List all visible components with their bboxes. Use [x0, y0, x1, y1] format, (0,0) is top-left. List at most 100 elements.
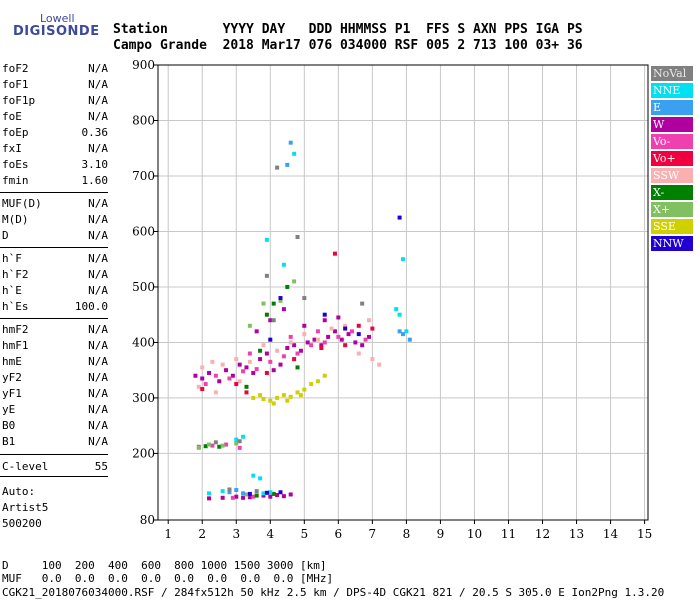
echo-point	[247, 351, 252, 356]
x-tick-label: 7	[369, 527, 377, 541]
echo-point	[377, 362, 382, 367]
param-value: N/A	[88, 197, 108, 210]
echo-point	[275, 395, 280, 400]
param-name: B0	[2, 419, 16, 432]
echo-point	[234, 441, 239, 446]
param-value: N/A	[88, 62, 108, 75]
echo-point	[397, 329, 402, 334]
header-line-2: Campo Grande 2018 Mar17 076 034000 RSF 0…	[113, 38, 583, 53]
echo-point	[247, 491, 252, 496]
param-name: foF1	[2, 78, 29, 91]
echo-point	[322, 340, 327, 345]
echo-point	[254, 489, 259, 494]
param-name: foF2	[2, 62, 29, 75]
echo-point	[261, 491, 266, 496]
echo-point	[207, 496, 212, 501]
echo-point	[227, 490, 232, 495]
plot-frame	[157, 64, 649, 521]
echo-point	[196, 384, 201, 389]
legend-item-ssw: SSW	[651, 168, 693, 183]
x-tick-label: 11	[501, 527, 516, 541]
param-name: h`Es	[2, 300, 29, 313]
param-name: hmF1	[2, 339, 29, 352]
param-divider	[0, 247, 108, 248]
legend-item-x: X+	[651, 202, 693, 217]
echo-point	[251, 494, 256, 499]
y-tick-label: 500	[132, 280, 155, 294]
x-tick-label: 8	[403, 527, 411, 541]
echo-point	[213, 440, 218, 445]
echo-point	[200, 376, 205, 381]
echo-point	[251, 473, 256, 478]
echo-point	[275, 493, 280, 498]
ionogram-chart: 1 2 3 4 5 6 7 8 9 10 11 12 13 14 158020030040050060070…	[132, 58, 652, 541]
echo-point	[336, 334, 341, 339]
param-row-hf: h`F N/A	[2, 252, 108, 267]
echo-point	[370, 357, 375, 362]
echo-point	[288, 340, 293, 345]
echo-point	[302, 332, 307, 337]
param-name: h`F2	[2, 268, 29, 281]
echo-point	[271, 368, 276, 373]
legend-item-sse: SSE	[651, 219, 693, 234]
echo-point	[254, 367, 259, 372]
x-tick-label: 15	[637, 527, 652, 541]
echo-point	[298, 393, 303, 398]
echo-point	[285, 345, 290, 350]
param-row-he: h`E N/A	[2, 284, 108, 299]
param-value: 55	[94, 460, 108, 473]
legend-item-x: X-	[651, 185, 693, 200]
param-value: N/A	[88, 268, 108, 281]
echo-point	[247, 323, 252, 328]
param-value: 1.60	[81, 174, 109, 187]
param-divider	[0, 476, 108, 477]
echo-point	[207, 442, 212, 447]
param-name: hmE	[2, 355, 22, 368]
echo-point	[264, 312, 269, 317]
auto-program: Artist5	[2, 501, 49, 514]
param-row-md: M(D) N/A	[2, 213, 108, 228]
echo-point	[366, 334, 371, 339]
echo-point	[261, 301, 266, 306]
echo-point	[268, 494, 273, 499]
param-row-fof1p: foF1p N/A	[2, 94, 108, 109]
param-row-b1: B1 N/A	[2, 435, 108, 450]
param-row-hf2: h`F2 N/A	[2, 268, 108, 283]
echo-point	[213, 390, 218, 395]
echo-point	[234, 437, 239, 442]
param-row-ye: yE N/A	[2, 403, 108, 418]
echo-point	[401, 257, 405, 262]
y-tick-label: 800	[132, 113, 155, 127]
echo-point	[292, 279, 297, 284]
echo-point	[261, 493, 266, 498]
echo-point	[401, 332, 405, 337]
echo-point	[271, 491, 276, 496]
header-line-1: Station YYYY DAY DDD HHMMSS P1 FFS S AXN…	[113, 22, 583, 37]
echo-point	[302, 296, 307, 301]
echo-point	[346, 332, 351, 337]
echo-point	[237, 445, 242, 450]
echo-point	[264, 237, 269, 242]
param-name: foE	[2, 110, 22, 123]
param-value: N/A	[88, 213, 108, 226]
param-value: N/A	[88, 78, 108, 91]
param-name: M(D)	[2, 213, 29, 226]
echo-point	[315, 329, 320, 334]
echo-point	[251, 395, 256, 400]
param-row-fmin: fmin 1.60	[2, 174, 108, 189]
param-name: fxI	[2, 142, 22, 155]
echo-point	[227, 487, 232, 492]
param-row-fxi: fxI N/A	[2, 142, 108, 157]
echo-point	[343, 326, 348, 331]
x-tick-label: 14	[603, 527, 619, 541]
param-value: N/A	[88, 371, 108, 384]
x-tick-label: 12	[535, 527, 550, 541]
y-tick-label: 400	[132, 335, 155, 349]
logo-digisonde-text: DIGISONDE	[13, 24, 100, 39]
echo-point	[309, 382, 314, 387]
param-value: 100.0	[74, 300, 108, 313]
echo-point	[247, 359, 252, 364]
echo-point	[329, 326, 334, 331]
param-name: B1	[2, 435, 16, 448]
legend-item-nne: NNE	[651, 83, 693, 98]
